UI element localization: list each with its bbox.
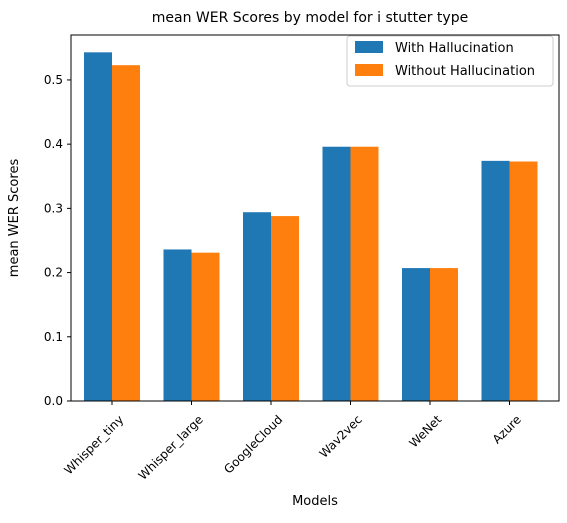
y-tick-label: 0.2	[44, 266, 63, 280]
x-tick-label: Whisper_large	[136, 412, 206, 482]
bar-whisper-tiny-with-hallucination	[84, 52, 112, 401]
x-axis-label: Models	[292, 494, 338, 509]
bar-wenet-without-hallucination	[430, 268, 458, 401]
bar-googlecloud-without-hallucination	[271, 216, 299, 401]
bar-whisper-large-without-hallucination	[191, 252, 220, 401]
y-tick-label: 0.1	[44, 330, 63, 344]
bar-whisper-tiny-without-hallucination	[112, 65, 140, 401]
x-tick-label: Whisper_tiny	[61, 412, 126, 477]
plot-frame	[70, 34, 560, 402]
bar-googlecloud-with-hallucination	[243, 212, 271, 401]
y-tick-label: 0.4	[44, 137, 63, 151]
bar-azure-without-hallucination	[509, 161, 538, 401]
x-tick-label: Azure	[490, 412, 524, 446]
legend-swatch-with-hallucination	[355, 41, 383, 53]
y-tick-label: 0.3	[44, 201, 63, 215]
legend: With Hallucination Without Hallucination	[346, 35, 554, 87]
y-tick-label: 0.5	[44, 73, 63, 87]
bar-wenet-with-hallucination	[402, 268, 430, 401]
bar-wav2vec-with-hallucination	[322, 146, 351, 401]
y-axis-label: mean WER Scores	[7, 159, 22, 278]
legend-label-with-hallucination: With Hallucination	[395, 41, 514, 56]
bar-whisper-large-with-hallucination	[163, 249, 192, 401]
legend-label-without-hallucination: Without Hallucination	[395, 64, 535, 79]
bar-azure-with-hallucination	[481, 160, 510, 401]
legend-swatch-without-hallucination	[355, 64, 383, 76]
x-tick-label: WeNet	[406, 412, 444, 450]
x-axis-ticks: Whisper_tiny Whisper_large GoogleCloud Wav2…	[61, 401, 524, 483]
y-axis-ticks: 0.0 0.1 0.2 0.3 0.4 0.5	[44, 73, 71, 408]
bars-layer	[84, 52, 538, 401]
legend-box	[346, 35, 554, 87]
y-tick-label: 0.0	[44, 394, 63, 408]
x-tick-label: Wav2vec	[317, 412, 365, 460]
bar-wav2vec-without-hallucination	[350, 146, 379, 401]
x-tick-label: GoogleCloud	[221, 412, 285, 476]
chart-title: mean WER Scores by model for i stutter t…	[152, 10, 468, 26]
